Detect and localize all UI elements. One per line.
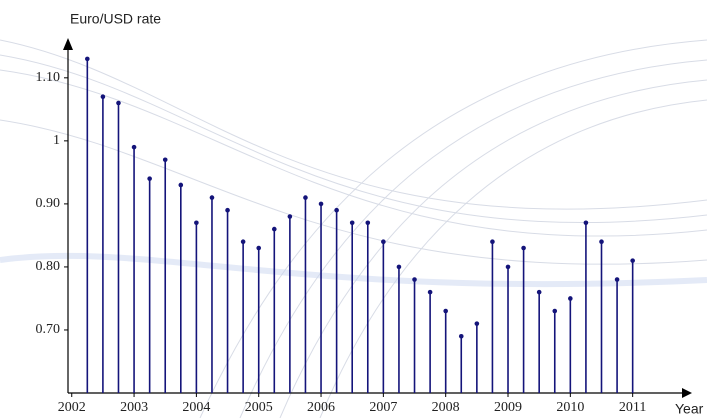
stem-head bbox=[194, 221, 199, 226]
stem-head bbox=[288, 214, 293, 219]
x-tick-label: 2006 bbox=[307, 400, 335, 415]
x-tick-label: 2011 bbox=[619, 400, 646, 415]
stem-head bbox=[85, 57, 90, 62]
stem-head bbox=[225, 208, 230, 213]
stem-head bbox=[490, 239, 495, 244]
stem-head bbox=[241, 239, 246, 244]
stem-head bbox=[132, 145, 137, 150]
stem-head bbox=[397, 265, 402, 270]
y-tick-label: 0.70 bbox=[36, 322, 61, 337]
stem-head bbox=[101, 94, 106, 99]
stem-head bbox=[303, 195, 308, 200]
stem-head bbox=[568, 296, 573, 301]
stem-head bbox=[428, 290, 433, 295]
stem-head bbox=[256, 246, 261, 251]
x-tick-label: 2008 bbox=[432, 400, 460, 415]
stem-head bbox=[163, 157, 168, 162]
stem-head bbox=[272, 227, 277, 232]
stem-head bbox=[412, 277, 417, 282]
stem-head bbox=[630, 258, 635, 263]
y-tick-label: 1 bbox=[53, 133, 60, 148]
x-tick-label: 2003 bbox=[120, 400, 148, 415]
stem-head bbox=[443, 309, 448, 314]
stem-head bbox=[459, 334, 464, 339]
y-tick-label: 0.80 bbox=[36, 259, 61, 274]
stem-head bbox=[350, 221, 355, 226]
stem-head bbox=[116, 101, 121, 106]
stem-head bbox=[179, 183, 184, 188]
x-tick-label: 2007 bbox=[369, 400, 397, 415]
x-tick-label: 2009 bbox=[494, 400, 522, 415]
y-tick-label: 1.10 bbox=[36, 70, 61, 85]
x-tick-label: 2005 bbox=[245, 400, 273, 415]
stem-head bbox=[381, 239, 386, 244]
y-tick-label: 0.90 bbox=[36, 196, 61, 211]
x-axis-arrow bbox=[682, 388, 692, 398]
stem-head bbox=[319, 202, 324, 207]
stem-head bbox=[537, 290, 542, 295]
x-tick-label: 2002 bbox=[58, 400, 86, 415]
x-axis-label: Year bbox=[675, 401, 704, 417]
stem-head bbox=[210, 195, 215, 200]
stem-head bbox=[584, 221, 589, 226]
stem-head bbox=[552, 309, 557, 314]
stem-head bbox=[599, 239, 604, 244]
x-tick-label: 2004 bbox=[182, 400, 210, 415]
chart: Euro/USD rate Year 0.70 0.80 0.90 1 1.10 2002… bbox=[0, 0, 707, 418]
stem-head bbox=[615, 277, 620, 282]
y-axis-label: Euro/USD rate bbox=[70, 11, 161, 27]
stem-head bbox=[147, 176, 152, 181]
x-tick-label: 2010 bbox=[556, 400, 584, 415]
stem-head bbox=[475, 321, 480, 326]
y-axis-arrow bbox=[63, 38, 73, 50]
stem-head bbox=[365, 221, 370, 226]
stem-head bbox=[334, 208, 339, 213]
stem-head bbox=[521, 246, 526, 251]
stem-head bbox=[506, 265, 511, 270]
